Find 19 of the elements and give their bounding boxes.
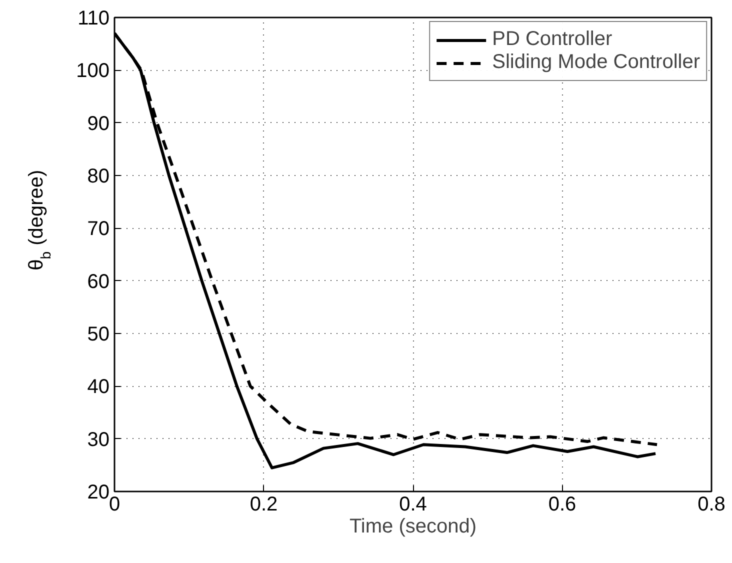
x-tick-label: 0.6 [548,494,576,516]
y-tick-label: 40 [87,376,110,398]
x-tick-label: 0.8 [698,494,726,516]
y-tick-label: 60 [87,270,110,293]
x-tick-label: 0.2 [250,494,278,516]
y-tick-label: 50 [87,324,110,346]
y-tick-label: 80 [87,166,110,188]
y-tick-label: 70 [87,218,110,240]
legend-label: PD Controller [492,28,612,51]
y-tick-label: 100 [76,60,110,82]
x-tick-label: 0 [108,494,120,516]
x-axis-title: Time (second) [349,516,477,538]
x-tick-label: 0.4 [399,494,427,516]
y-axis-title: θb (degree) [26,170,54,270]
y-tick-label: 20 [87,482,110,504]
y-tick-label: 90 [87,112,110,135]
y-tick-label: 30 [87,428,110,451]
legend-label: Sliding Mode Controller [492,51,700,74]
y-tick-label: 110 [78,8,110,30]
